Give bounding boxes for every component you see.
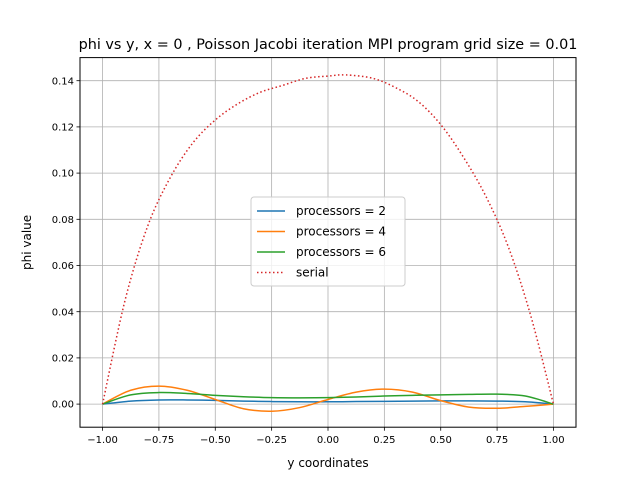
x-tick-label: 1.00 [542,435,564,446]
y-axis-label: phi value [20,215,34,270]
series-line-serial [101,74,555,405]
x-axis-label: y coordinates [287,456,368,470]
y-tick-label: 0.04 [52,307,74,318]
series-line-processors-2 [102,399,554,405]
x-axis-ticks: −1.00 −0.75 −0.50 −0.25 0.00 0.25 0.50 0.75 1.00 [87,427,565,446]
x-tick-label: 0.50 [430,435,452,446]
y-tick-label: 0.06 [52,261,74,272]
x-tick-label: 0.00 [317,435,339,446]
x-tick-label: −0.25 [256,435,287,446]
x-tick-label: 0.75 [486,435,508,446]
y-tick-label: 0.00 [52,400,74,411]
series-line-processors-6 [102,391,554,405]
x-tick-label: −1.00 [87,435,118,446]
chart-title: phi vs y, x = 0 , Poisson Jacobi iterati… [79,37,578,53]
y-tick-label: 0.02 [52,354,74,365]
legend-label: serial [296,266,329,280]
series-line-processors-4 [102,385,554,413]
y-tick-label: 0.10 [52,169,74,180]
legend-items: processors = 2 processors = 4 processors =… [257,204,386,280]
y-tick-label: 0.08 [52,215,74,226]
legend-box [250,196,406,287]
x-tick-label: −0.50 [200,435,231,446]
x-tick-label: 0.25 [373,435,395,446]
legend-label: processors = 2 [296,204,386,218]
x-tick-label: −0.75 [144,435,175,446]
series-lines [101,74,555,413]
y-axis-ticks: 0.00 0.02 0.04 0.06 0.08 0.10 0.12 0.14 [52,76,80,411]
legend: processors = 2 processors = 4 processors =… [250,196,406,287]
y-tick-label: 0.14 [52,76,74,87]
legend-label: processors = 6 [296,245,386,259]
y-tick-label: 0.12 [52,123,74,134]
legend-label: processors = 4 [296,225,386,239]
